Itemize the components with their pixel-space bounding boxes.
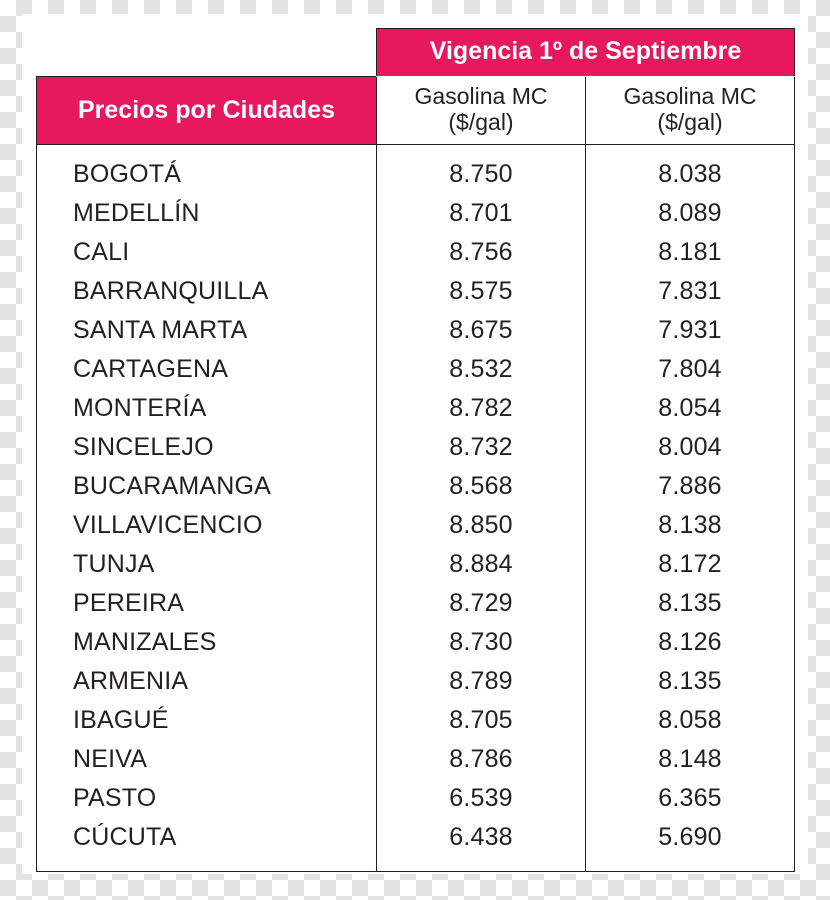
table-row-city: SINCELEJO (73, 428, 376, 467)
table-row-value: 8.750 (377, 155, 585, 194)
table-row-city: ARMENIA (73, 662, 376, 701)
table-row-value: 8.732 (377, 428, 585, 467)
header-sub-2-line2: ($/gal) (657, 109, 722, 135)
table-row-city: CÚCUTA (73, 818, 376, 857)
table-row-value: 8.135 (586, 584, 794, 623)
table-row-city: NEIVA (73, 740, 376, 779)
table-row-value: 8.038 (586, 155, 794, 194)
table-row-value: 8.172 (586, 545, 794, 584)
table-row-value: 8.705 (377, 701, 585, 740)
table-row-value: 8.756 (377, 233, 585, 272)
table-row-value: 8.089 (586, 194, 794, 233)
header-sub-1-line1: Gasolina MC (415, 83, 548, 109)
table-row-value: 8.532 (377, 350, 585, 389)
header-cities: Precios por Ciudades (37, 77, 377, 145)
table-row-value: 8.181 (586, 233, 794, 272)
table-row-value: 7.931 (586, 311, 794, 350)
table-row-city: PEREIRA (73, 584, 376, 623)
table-row-value: 8.148 (586, 740, 794, 779)
table-row-value: 6.438 (377, 818, 585, 857)
table-row-city: BUCARAMANGA (73, 467, 376, 506)
table-row-value: 8.782 (377, 389, 585, 428)
table-row-city: MANIZALES (73, 623, 376, 662)
table-row-value: 5.690 (586, 818, 794, 857)
table-row-city: PASTO (73, 779, 376, 818)
table-row-city: TUNJA (73, 545, 376, 584)
header-sub-2-line1: Gasolina MC (624, 83, 757, 109)
table-row-city: VILLAVICENCIO (73, 506, 376, 545)
header-main: Vigencia 1º de Septiembre (377, 29, 795, 77)
header-sub-2: Gasolina MC ($/gal) (586, 77, 795, 145)
value-column-2: 8.0388.0898.1817.8317.9317.8048.0548.004… (586, 144, 795, 871)
table-row-city: CALI (73, 233, 376, 272)
table-row-value: 8.729 (377, 584, 585, 623)
table-row-value: 8.054 (586, 389, 794, 428)
table-row-value: 6.365 (586, 779, 794, 818)
table-row-city: CARTAGENA (73, 350, 376, 389)
table-row-value: 8.789 (377, 662, 585, 701)
table-row-value: 8.850 (377, 506, 585, 545)
table-row-value: 8.135 (586, 662, 794, 701)
value-column-1: 8.7508.7018.7568.5758.6758.5328.7828.732… (377, 144, 586, 871)
page-sheet: Vigencia 1º de Septiembre Precios por Ci… (22, 14, 808, 874)
header-blank (37, 29, 377, 77)
table-row-value: 6.539 (377, 779, 585, 818)
table-row-value: 8.058 (586, 701, 794, 740)
table-row-value: 7.886 (586, 467, 794, 506)
price-table: Vigencia 1º de Septiembre Precios por Ci… (36, 28, 795, 872)
table-row-city: SANTA MARTA (73, 311, 376, 350)
table-row-value: 8.568 (377, 467, 585, 506)
table-row-city: MEDELLÍN (73, 194, 376, 233)
header-sub-1: Gasolina MC ($/gal) (377, 77, 586, 145)
table-row-value: 8.786 (377, 740, 585, 779)
city-column: BOGOTÁMEDELLÍNCALIBARRANQUILLASANTA MART… (37, 144, 377, 871)
table-row-city: IBAGUÉ (73, 701, 376, 740)
table-row-value: 8.126 (586, 623, 794, 662)
table-row-city: BARRANQUILLA (73, 272, 376, 311)
table-row-city: BOGOTÁ (73, 155, 376, 194)
table-row-value: 8.138 (586, 506, 794, 545)
table-row-value: 8.004 (586, 428, 794, 467)
header-sub-1-line2: ($/gal) (448, 109, 513, 135)
table-row-value: 8.701 (377, 194, 585, 233)
table-row-value: 8.675 (377, 311, 585, 350)
table-row-value: 8.730 (377, 623, 585, 662)
table-row-value: 8.575 (377, 272, 585, 311)
table-row-city: MONTERÍA (73, 389, 376, 428)
table-row-value: 8.884 (377, 545, 585, 584)
table-row-value: 7.831 (586, 272, 794, 311)
table-row-value: 7.804 (586, 350, 794, 389)
